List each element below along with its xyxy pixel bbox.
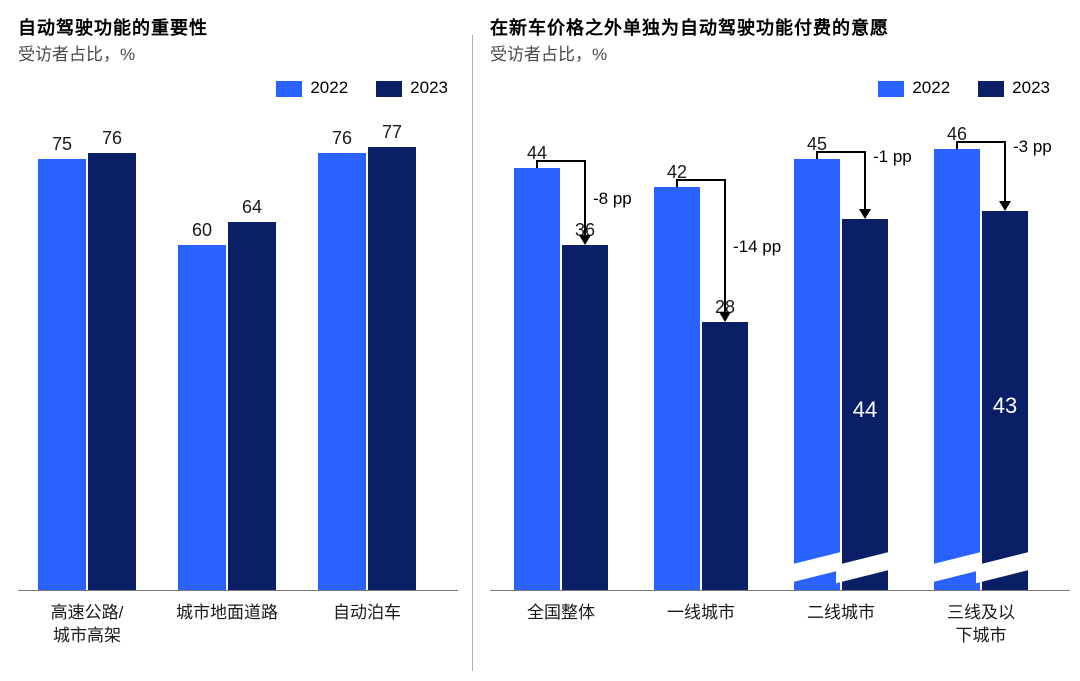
axis-break <box>836 551 894 583</box>
swatch-2022 <box>276 81 302 97</box>
bar-value: 28 <box>702 297 748 318</box>
bar-group: 7677 <box>318 130 416 590</box>
left-subtitle: 受访者占比，% <box>18 40 135 65</box>
bar <box>934 149 980 590</box>
category-label: 二线城市 <box>778 602 904 625</box>
bar <box>38 159 86 590</box>
pp-label: -8 pp <box>593 189 632 209</box>
bar <box>562 245 608 590</box>
right-plot: 44 36 -8 pp 42 28 -14 pp 45 44 -1 pp 4643-3 pp <box>490 130 1070 590</box>
left-plot: 757660647677 <box>18 130 458 590</box>
bar-value: 76 <box>88 128 136 149</box>
bar-value: 76 <box>318 128 366 149</box>
bar-value: 43 <box>982 393 1028 419</box>
legend-2022: 2022 <box>878 78 950 98</box>
left-title: 自动驾驶功能的重要性 <box>18 14 208 40</box>
bar-value: 44 <box>514 143 560 164</box>
bar <box>702 322 748 590</box>
right-panel: 在新车价格之外单独为自动驾驶功能付费的意愿 受访者占比，% 2022 2023 … <box>490 0 1070 681</box>
bar <box>654 187 700 590</box>
right-legend: 2022 2023 <box>878 78 1050 98</box>
legend-2023-label: 2023 <box>1012 78 1050 97</box>
bar-value: 45 <box>794 134 840 155</box>
category-label: 高速公路/城市高架 <box>18 602 156 648</box>
bar <box>368 147 416 590</box>
right-categories: 全国整体一线城市二线城市三线及以下城市 <box>490 598 1070 658</box>
right-baseline <box>490 590 1070 591</box>
pp-label: -1 pp <box>873 147 912 167</box>
bar-value: 36 <box>562 220 608 241</box>
category-label: 三线及以下城市 <box>918 602 1044 648</box>
bar <box>794 159 840 590</box>
bar-group: 4436-8 pp <box>514 130 608 590</box>
category-label: 自动泊车 <box>298 602 436 625</box>
bar <box>178 245 226 590</box>
bar-value: 77 <box>368 122 416 143</box>
bar: 43 <box>982 211 1028 590</box>
bar <box>318 153 366 590</box>
pp-label: -14 pp <box>733 237 781 257</box>
bar-value: 44 <box>842 397 888 423</box>
bar-value: 75 <box>38 134 86 155</box>
panel-divider <box>472 35 473 671</box>
right-subtitle: 受访者占比，% <box>490 40 607 65</box>
left-baseline <box>18 590 458 591</box>
swatch-2022 <box>878 81 904 97</box>
bar: 44 <box>842 219 888 590</box>
bar-value: 64 <box>228 197 276 218</box>
pp-label: -3 pp <box>1013 137 1052 157</box>
bar <box>88 153 136 590</box>
category-label: 城市地面道路 <box>158 602 296 625</box>
axis-break <box>976 551 1034 583</box>
category-label: 一线城市 <box>638 602 764 625</box>
legend-2023: 2023 <box>376 78 448 98</box>
left-panel: 自动驾驶功能的重要性 受访者占比，% 2022 2023 75766064767… <box>18 0 458 681</box>
bar-value: 42 <box>654 162 700 183</box>
legend-2022-label: 2022 <box>912 78 950 97</box>
bar-group: 4228-14 pp <box>654 130 748 590</box>
legend-2023: 2023 <box>978 78 1050 98</box>
bar-group: 4643-3 pp <box>934 130 1028 590</box>
left-categories: 高速公路/城市高架城市地面道路自动泊车 <box>18 598 458 658</box>
right-title: 在新车价格之外单独为自动驾驶功能付费的意愿 <box>490 14 889 40</box>
bar-value: 60 <box>178 220 226 241</box>
bar-value: 46 <box>934 124 980 145</box>
swatch-2023 <box>376 81 402 97</box>
left-legend: 2022 2023 <box>276 78 448 98</box>
legend-2023-label: 2023 <box>410 78 448 97</box>
bar-group: 4544-1 pp <box>794 130 888 590</box>
bar <box>228 222 276 590</box>
category-label: 全国整体 <box>498 602 624 625</box>
legend-2022: 2022 <box>276 78 348 98</box>
swatch-2023 <box>978 81 1004 97</box>
bar <box>514 168 560 590</box>
bar-group: 7576 <box>38 130 136 590</box>
bar-group: 6064 <box>178 130 276 590</box>
legend-2022-label: 2022 <box>310 78 348 97</box>
